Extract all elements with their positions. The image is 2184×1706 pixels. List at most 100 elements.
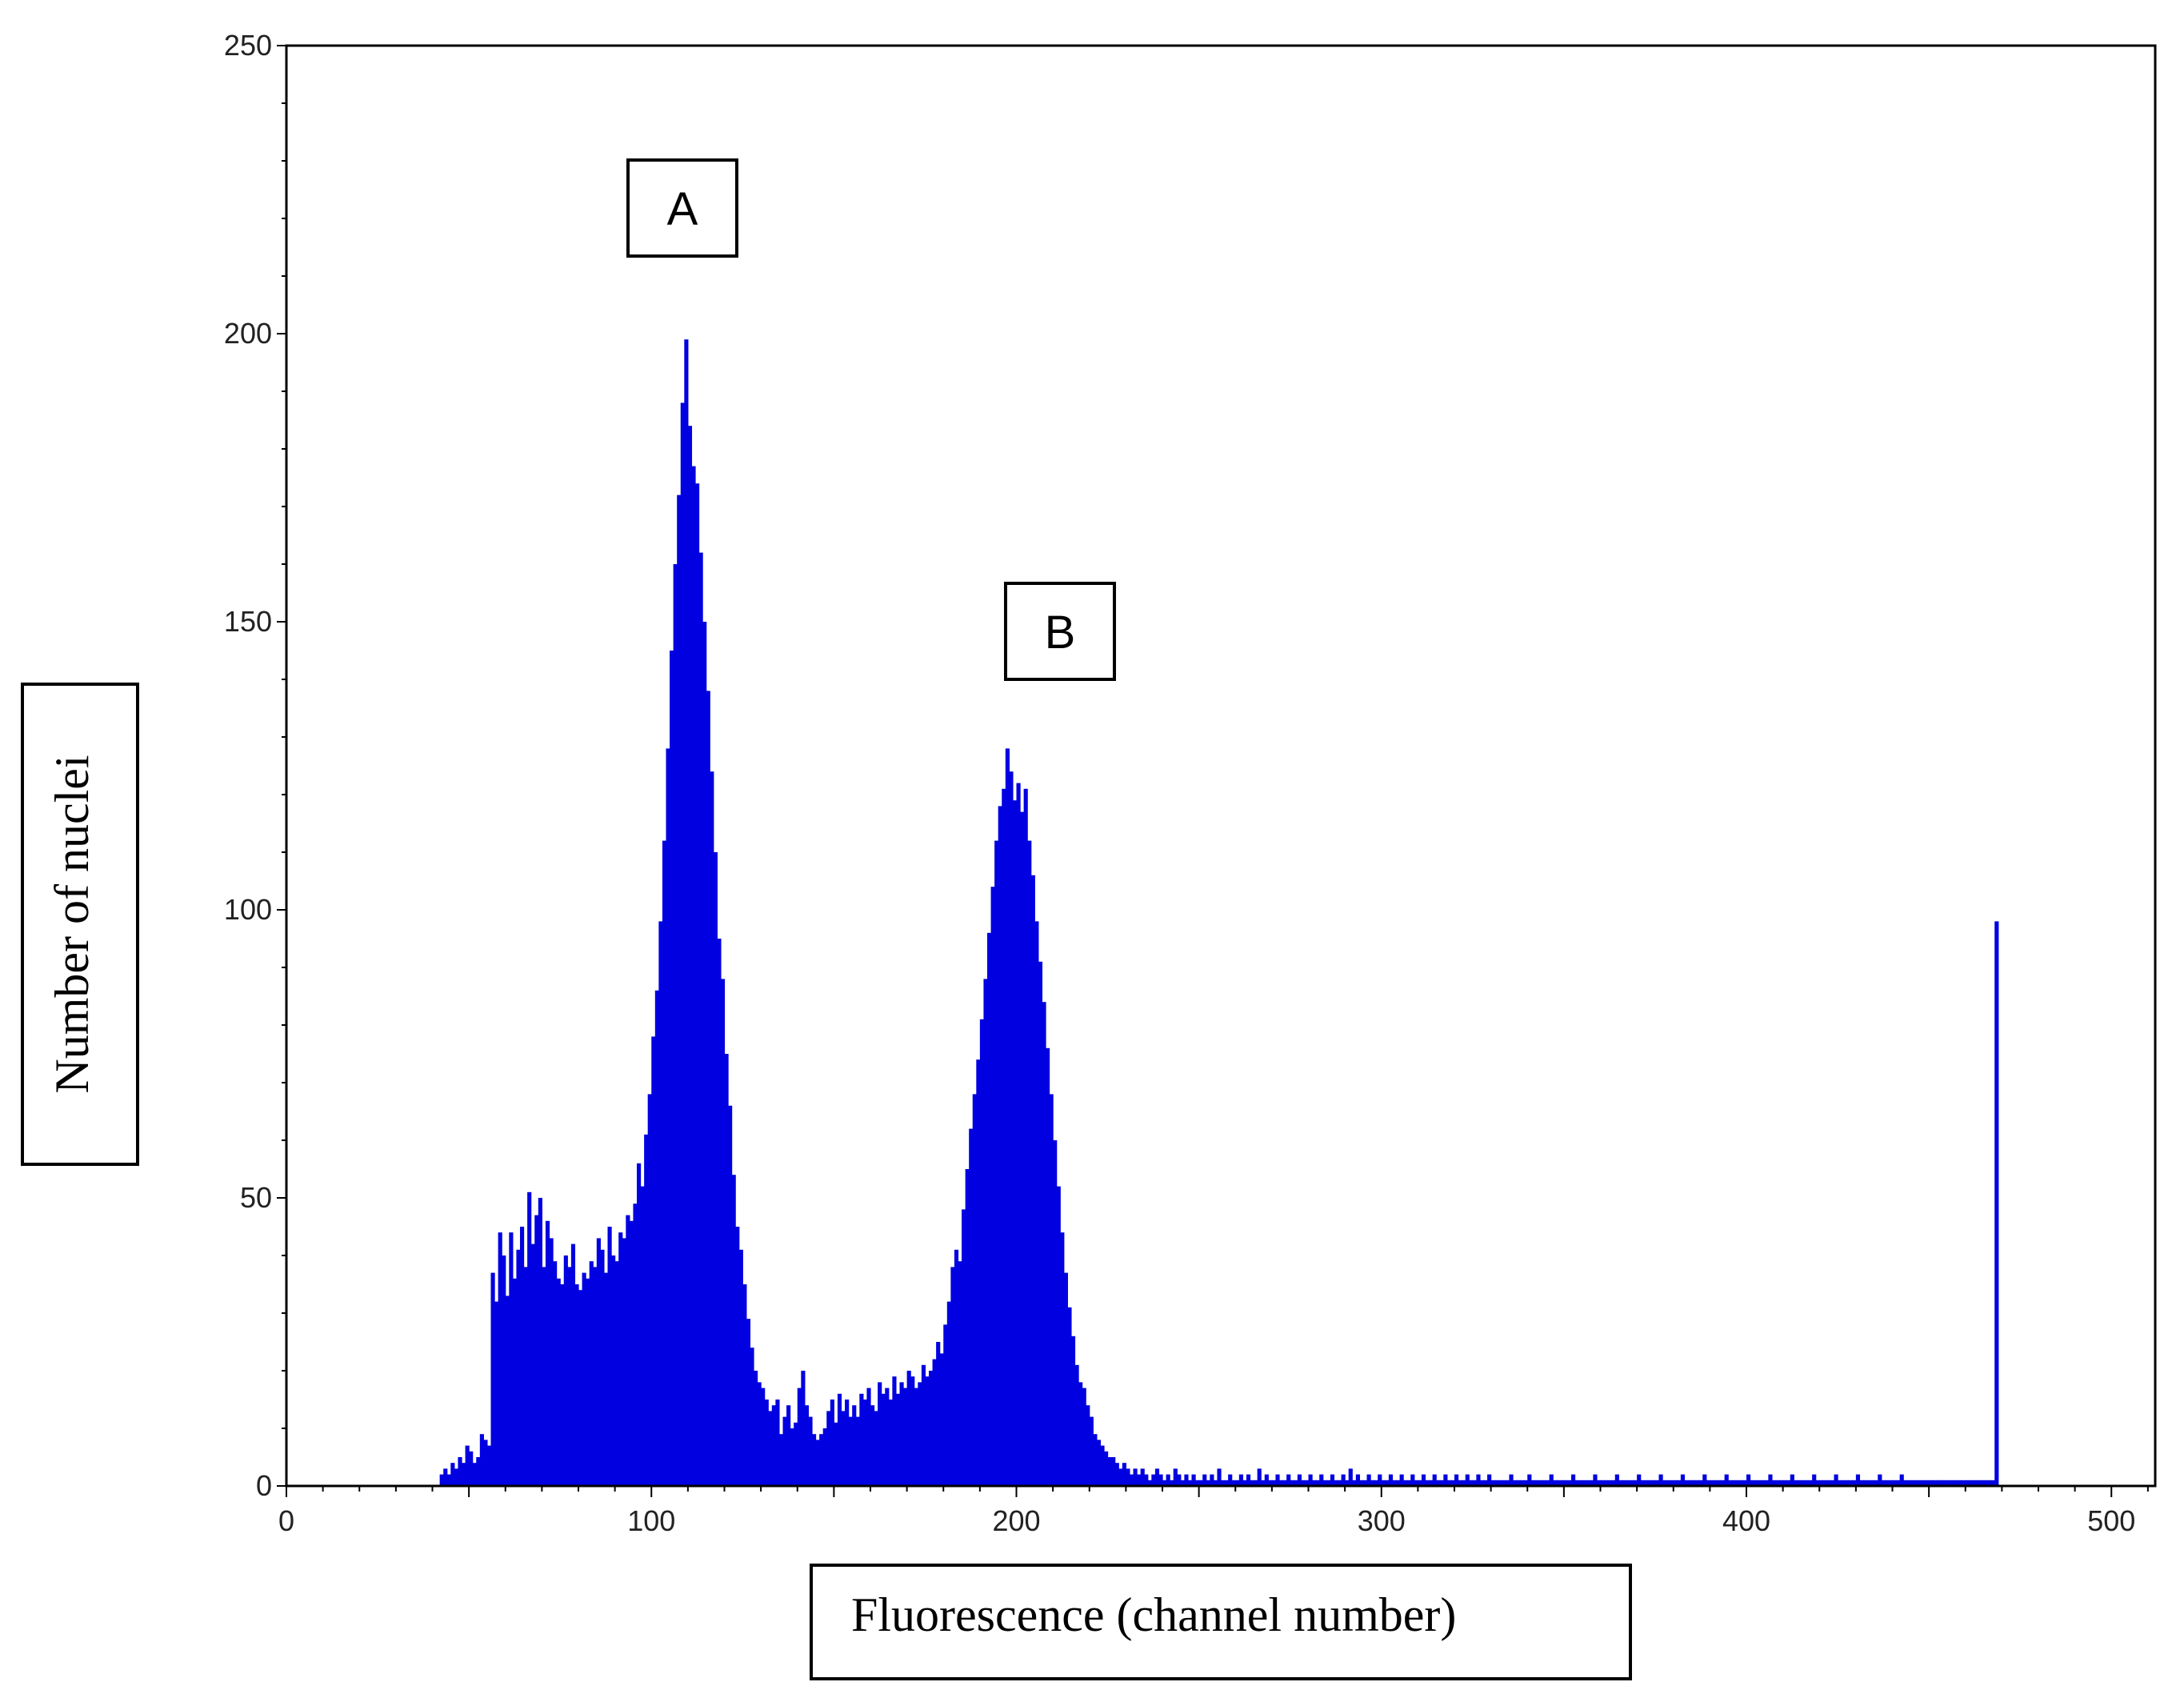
histogram-bar bbox=[662, 840, 667, 1486]
histogram-bar bbox=[1505, 1480, 1510, 1486]
histogram-bar bbox=[1268, 1480, 1273, 1486]
x-ticks: 0 100 200 300 400 500 bbox=[278, 1486, 2149, 1537]
histogram-bar bbox=[1472, 1480, 1477, 1486]
histogram-bar bbox=[1338, 1480, 1342, 1486]
histogram-bar bbox=[1009, 771, 1014, 1486]
histogram-bar bbox=[1498, 1480, 1502, 1486]
histogram-bar bbox=[735, 1227, 740, 1486]
histogram-bar bbox=[1410, 1474, 1415, 1486]
histogram-bar bbox=[1939, 1480, 1944, 1486]
histogram-bar bbox=[1782, 1480, 1787, 1486]
peak-annotation-b-box bbox=[1004, 582, 1116, 681]
histogram-bar bbox=[1049, 1094, 1054, 1486]
histogram-bar bbox=[1392, 1480, 1397, 1486]
histogram-bar bbox=[804, 1405, 810, 1486]
histogram-bar bbox=[479, 1434, 484, 1486]
y-tick-label: 150 bbox=[224, 605, 272, 638]
histogram-bar bbox=[1593, 1474, 1598, 1486]
histogram-bar bbox=[600, 1249, 605, 1486]
histogram-bar bbox=[1958, 1480, 1962, 1486]
histogram-bar bbox=[841, 1411, 846, 1486]
histogram-bar bbox=[450, 1463, 455, 1486]
histogram-bar bbox=[1670, 1480, 1674, 1486]
histogram-bar bbox=[1848, 1480, 1853, 1486]
histogram-bar bbox=[640, 1186, 645, 1486]
histogram-bar bbox=[1710, 1480, 1714, 1486]
histogram-bar bbox=[1764, 1480, 1769, 1486]
histogram-bar bbox=[1925, 1480, 1930, 1486]
histogram-bar bbox=[954, 1249, 959, 1486]
histogram-bar bbox=[1005, 748, 1010, 1486]
histogram-bar bbox=[950, 1267, 955, 1486]
histogram-bar bbox=[812, 1434, 817, 1486]
histogram-bar bbox=[962, 1209, 966, 1486]
histogram-bar bbox=[1315, 1480, 1320, 1486]
histogram-bar bbox=[1600, 1480, 1605, 1486]
histogram-bar bbox=[1184, 1474, 1189, 1486]
histogram-bar bbox=[1469, 1480, 1474, 1486]
histogram-bar bbox=[1630, 1480, 1634, 1486]
histogram-bar bbox=[1436, 1480, 1441, 1486]
histogram-bar bbox=[1450, 1480, 1455, 1486]
histogram-bar bbox=[1914, 1480, 1919, 1486]
histogram-bar bbox=[972, 1094, 977, 1486]
histogram-bar bbox=[1210, 1474, 1214, 1486]
x-axis-title: Fluorescence (channel number) bbox=[851, 1588, 1456, 1641]
histogram-bar bbox=[1790, 1474, 1794, 1486]
histogram-bar bbox=[1067, 1307, 1072, 1486]
histogram-bar bbox=[786, 1405, 791, 1486]
y-axis-title-box bbox=[21, 683, 139, 1166]
histogram-bar bbox=[1231, 1480, 1236, 1486]
histogram-bar bbox=[596, 1238, 601, 1486]
histogram-bar bbox=[1611, 1480, 1616, 1486]
histogram-bar bbox=[1093, 1434, 1098, 1486]
histogram-bar bbox=[1421, 1474, 1426, 1486]
histogram-bar bbox=[582, 1272, 586, 1486]
histogram-bar bbox=[1261, 1480, 1266, 1486]
histogram-bar bbox=[454, 1468, 459, 1486]
histogram-bar bbox=[1334, 1480, 1338, 1486]
histogram-bar bbox=[1330, 1474, 1335, 1486]
histogram-bar bbox=[1838, 1480, 1842, 1486]
histogram-bar bbox=[1301, 1480, 1306, 1486]
histogram-bar bbox=[462, 1463, 466, 1486]
histogram-bar bbox=[1582, 1480, 1586, 1486]
histogram-bar bbox=[1322, 1480, 1327, 1486]
histogram-bar bbox=[1286, 1474, 1291, 1486]
histogram-bar bbox=[1264, 1474, 1269, 1486]
x-tick-label: 200 bbox=[992, 1504, 1040, 1537]
histogram-bar bbox=[1224, 1480, 1229, 1486]
histogram-bar bbox=[1994, 921, 1999, 1486]
histogram-bar bbox=[983, 979, 988, 1486]
histogram-bar bbox=[498, 1232, 502, 1486]
histogram-bar bbox=[1771, 1480, 1777, 1486]
histogram-bar bbox=[819, 1434, 824, 1486]
histogram-bar bbox=[746, 1319, 751, 1486]
histogram-bar bbox=[888, 1400, 893, 1486]
histogram-bar bbox=[439, 1474, 444, 1486]
histogram-bar bbox=[1198, 1480, 1203, 1486]
histogram-bar bbox=[1250, 1480, 1254, 1486]
peak-annotation-a: A bbox=[626, 158, 738, 258]
histogram-bar bbox=[1892, 1480, 1897, 1486]
histogram-bar bbox=[684, 339, 689, 1487]
histogram-bar bbox=[1731, 1480, 1736, 1486]
histogram-bar bbox=[1362, 1480, 1368, 1486]
x-tick-label: 300 bbox=[1358, 1504, 1406, 1537]
histogram-bar bbox=[1191, 1474, 1196, 1486]
histogram-bar bbox=[1458, 1480, 1462, 1486]
histogram-bar bbox=[1027, 840, 1032, 1486]
histogram-bar bbox=[1462, 1480, 1466, 1486]
histogram-bar bbox=[1086, 1405, 1090, 1486]
histogram-bar bbox=[1406, 1480, 1411, 1486]
histogram-bar bbox=[764, 1400, 769, 1486]
histogram-bar bbox=[1604, 1480, 1609, 1486]
histogram-bar bbox=[1494, 1480, 1499, 1486]
histogram-bar bbox=[1673, 1480, 1678, 1486]
histogram-bar bbox=[1954, 1480, 1959, 1486]
histogram-bar bbox=[1647, 1480, 1652, 1486]
histogram-bar bbox=[1107, 1457, 1112, 1486]
histogram-bar bbox=[881, 1393, 886, 1486]
histogram-bar bbox=[1490, 1480, 1495, 1486]
x-tick-label: 500 bbox=[2087, 1504, 2135, 1537]
